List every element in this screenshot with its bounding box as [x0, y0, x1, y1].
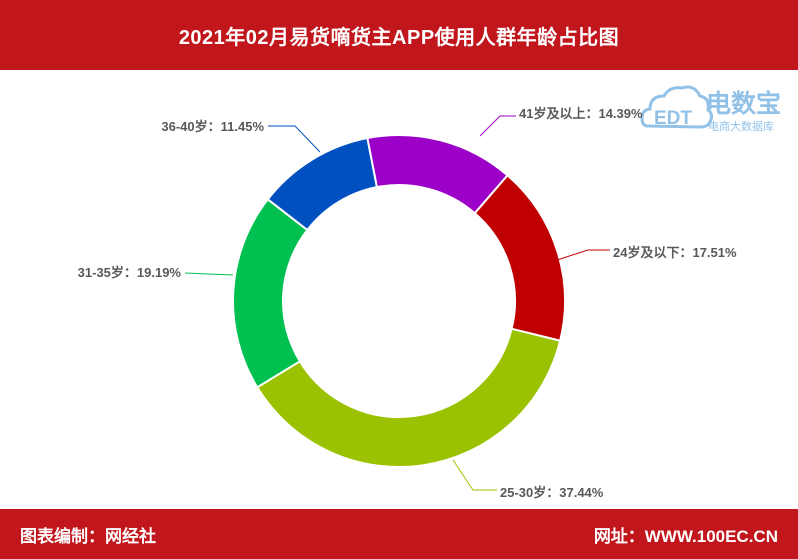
slice-data-label: 24岁及以下：17.51%	[613, 245, 737, 260]
donut-slice	[266, 136, 379, 232]
slice-data-label: 31-35岁：19.19%	[78, 265, 182, 280]
donut-slice	[473, 173, 566, 342]
leader-line	[479, 115, 516, 137]
logo-mark: EDT	[654, 108, 692, 129]
leader-line	[268, 125, 321, 153]
leader-line	[556, 249, 610, 261]
footer-website: 网址：WWW.100EC.CN	[593, 526, 778, 546]
cloud-edt-logo-icon: EDT 电数宝 电商大数据库	[640, 85, 781, 133]
footer-source: 图表编制：网经社	[20, 526, 156, 546]
slice-data-label: 36-40岁：11.45%	[161, 119, 264, 134]
logo-name: 电数宝	[706, 89, 781, 118]
header-bar: 2021年02月易货嘀货主APP使用人群年龄占比图	[0, 0, 798, 70]
donut-slice	[255, 327, 562, 468]
chart-title: 2021年02月易货嘀货主APP使用人群年龄占比图	[178, 26, 620, 49]
slice-data-label: 25-30岁：37.44%	[500, 485, 604, 500]
logo-tagline: 电商大数据库	[708, 119, 774, 133]
footer-bar: 图表编制：网经社 网址：WWW.100EC.CN	[0, 509, 798, 559]
slice-data-label: 41岁及以上：14.39%	[519, 106, 643, 121]
leader-line	[452, 459, 497, 491]
leader-line	[184, 272, 234, 276]
donut-slice	[232, 197, 309, 389]
donut-chart: 41岁及以上：14.39% 24岁及以下：17.51% 25-30岁：37.44% 3…	[78, 106, 737, 500]
